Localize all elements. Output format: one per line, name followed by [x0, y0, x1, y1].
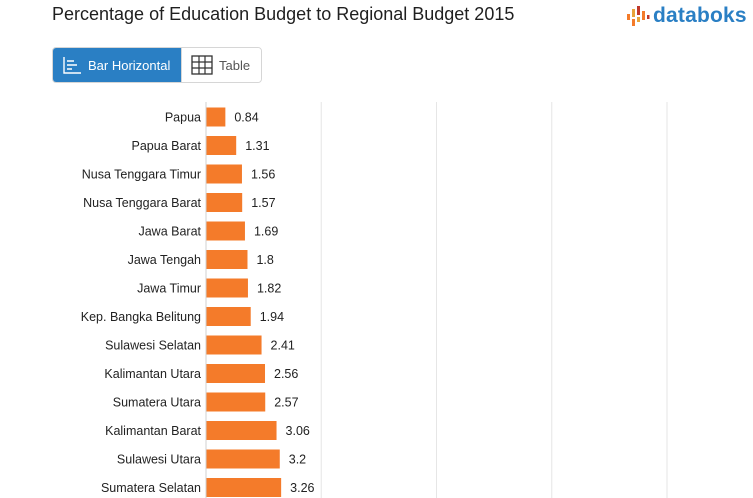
category-label: Sulawesi Selatan: [105, 339, 201, 353]
value-label: 1.69: [254, 225, 278, 239]
bar[interactable]: [206, 421, 277, 440]
bar[interactable]: [206, 164, 242, 184]
bar[interactable]: [206, 449, 280, 469]
value-label: 1.57: [251, 196, 275, 210]
bar[interactable]: [206, 364, 266, 383]
table-grid-icon: [191, 55, 213, 75]
value-label: 3.2: [289, 453, 306, 467]
bar[interactable]: [206, 307, 251, 326]
category-label: Kalimantan Barat: [105, 424, 201, 438]
value-label: 1.82: [257, 282, 281, 296]
bar[interactable]: [206, 278, 248, 298]
value-label: 0.84: [234, 111, 258, 125]
bar-horizontal-button[interactable]: Bar Horizontal: [53, 48, 181, 82]
brand-name: databoks: [653, 4, 747, 27]
value-label: 1.31: [245, 139, 269, 153]
table-label: Table: [219, 57, 251, 73]
bar[interactable]: [206, 107, 226, 127]
category-label: Kalimantan Utara: [104, 367, 201, 381]
bar[interactable]: [206, 335, 262, 355]
category-label: Papua Barat: [132, 139, 202, 153]
value-label: 1.56: [251, 168, 275, 182]
value-label: 2.57: [274, 396, 298, 410]
bar[interactable]: [206, 250, 248, 269]
bar-horizontal-icon: [63, 57, 81, 74]
databoks-logo-icon: [627, 6, 650, 26]
chart-title: Percentage of Education Budget to Region…: [52, 4, 515, 24]
category-label: Nusa Tenggara Barat: [83, 196, 201, 210]
category-label: Jawa Timur: [137, 282, 201, 296]
category-label: Sulawesi Utara: [117, 453, 201, 467]
category-label: Nusa Tenggara Timur: [82, 168, 201, 182]
value-label: 2.56: [274, 367, 298, 381]
table-button[interactable]: Table: [181, 48, 261, 82]
value-label: 1.94: [260, 310, 284, 324]
bar[interactable]: [206, 193, 243, 212]
category-label: Kep. Bangka Belitung: [81, 310, 201, 324]
bar[interactable]: [206, 136, 237, 155]
category-label: Sumatera Utara: [113, 396, 201, 410]
view-toggle: Bar Horizontal Table: [52, 47, 262, 83]
category-label: Sumatera Selatan: [101, 481, 201, 495]
value-label: 1.8: [256, 253, 273, 267]
brand-logo[interactable]: databoks: [626, 4, 747, 28]
bar-horizontal-label: Bar Horizontal: [88, 57, 171, 73]
value-label: 2.41: [271, 339, 295, 353]
value-label: 3.26: [290, 481, 314, 495]
bar[interactable]: [206, 478, 282, 497]
bar[interactable]: [206, 392, 266, 412]
value-label: 3.06: [286, 424, 310, 438]
bar[interactable]: [206, 221, 245, 241]
category-label: Papua: [165, 111, 201, 125]
category-label: Jawa Tengah: [128, 253, 201, 267]
category-label: Jawa Barat: [138, 225, 201, 239]
